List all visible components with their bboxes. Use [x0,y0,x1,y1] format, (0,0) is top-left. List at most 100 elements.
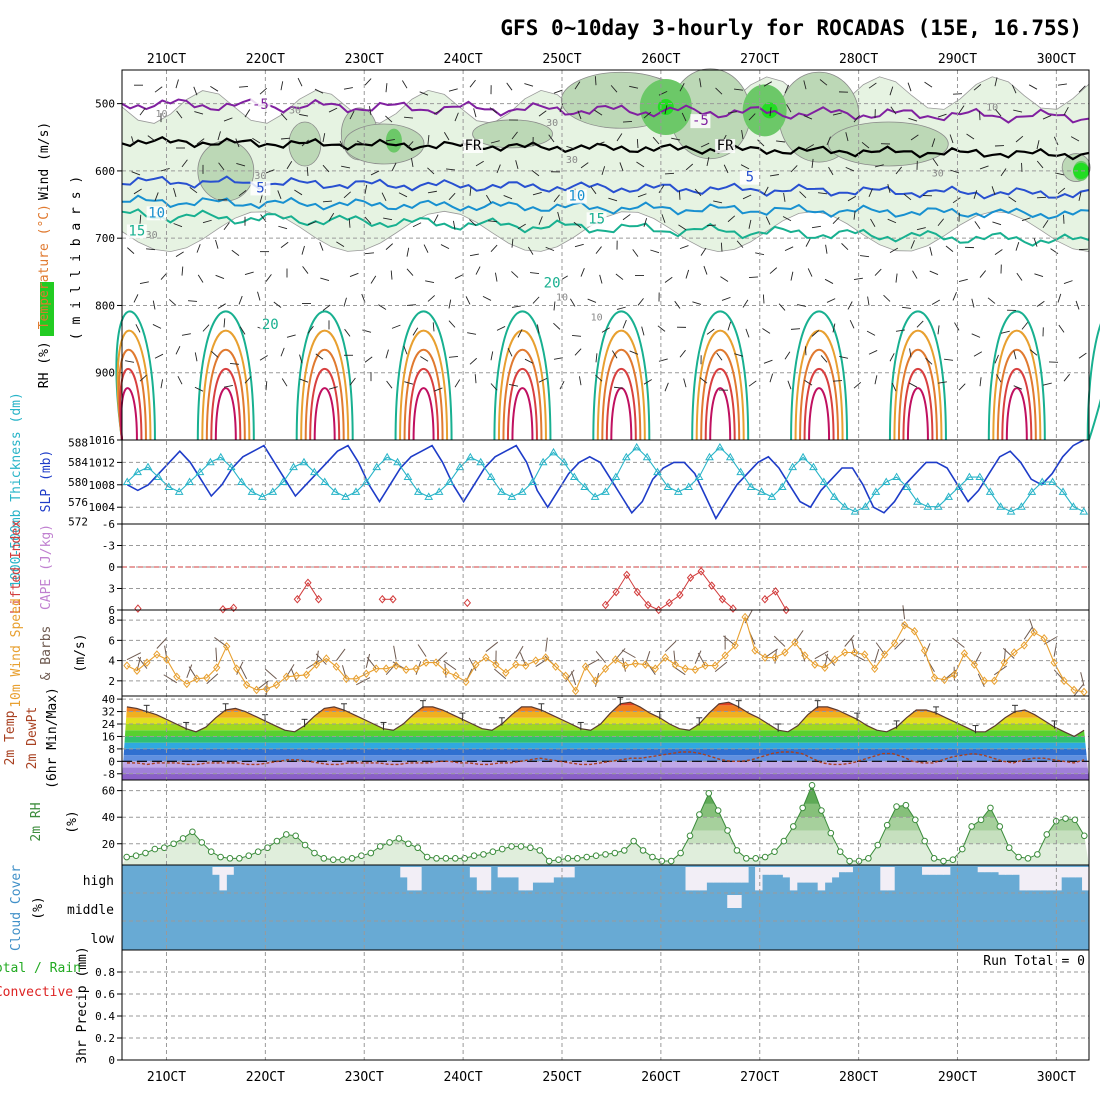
rh-point [348,855,356,862]
top-date-label: 28OCT [839,52,878,67]
wind-barb [937,325,940,335]
wind-speed-point [930,673,939,683]
wind-speed-point [721,651,729,660]
wind-barb [916,320,924,328]
thickness-point [549,447,558,456]
wind-units-label: (m/s) [73,633,88,672]
wind-barb [265,381,268,391]
rh-point [968,823,975,830]
wind-barb [490,244,498,252]
wind-barb [671,137,681,141]
top-date-label: 29OCT [938,52,977,67]
rh-point [958,845,966,853]
wind-barb [952,291,957,301]
thickness-point [965,472,974,481]
wind-speed-point [1010,648,1018,657]
cloud-cover-cell-high [532,867,540,883]
wind-speed-point [302,670,311,680]
wind-barb [339,140,345,150]
temperature-dome-contour [493,310,552,441]
wind-speed-point [522,661,530,670]
cloud-background [122,865,1089,950]
isotherm-minus5 [121,98,1090,124]
rh-label: RH (%) [37,341,52,388]
wind-barb [678,190,681,200]
wind-speed-point [472,660,480,669]
wind-barb [235,138,240,148]
wind-barb [910,134,919,141]
wind-barb [803,115,813,120]
rh-point [433,855,440,862]
wind-barb [715,87,723,95]
wind-speed-point [831,655,839,664]
wind-barb [807,268,813,277]
rh-point [358,852,365,860]
rh-point [480,851,487,858]
wind-barb [553,357,563,360]
cloud-cover-cell-high [476,867,485,891]
wind-barb [176,110,183,119]
wind-barb [139,107,146,116]
temperature-ylabel-1: 2m DewPt [25,707,40,770]
wind-barb [861,141,870,149]
rh-point [160,844,168,852]
wind-barb [994,77,998,87]
rh-point [489,848,497,856]
wind-barb [958,383,966,391]
rh-fill-band [122,830,1089,844]
wind-barb [889,353,895,362]
wind-barb [790,165,798,173]
rh-point [808,782,816,789]
cloud-cover-cell-high [1005,867,1013,875]
wind-barb [679,349,686,358]
wind-barb [494,272,498,282]
wind-speed-point [203,673,211,683]
precip-total-rain-label: Total / Rain [0,961,81,976]
wind-barb [1021,217,1031,222]
temperature-dome-contour [992,329,1042,441]
temp-color-bands [122,702,1089,780]
rh-point [1071,816,1079,824]
thickness-point [653,467,662,476]
temperature-ylabel-2: (6hr Min/Max) [45,687,60,789]
temperature-dome-contour [709,387,732,441]
wind-barb [903,193,912,201]
wind-barb [616,306,626,310]
wind-barb [391,324,401,329]
rh-point [592,852,600,860]
wind-barb [307,325,314,334]
wind-barb [723,164,729,174]
rh-point [752,855,760,862]
wind-barb [475,266,481,275]
rh-contour-label: 10 [156,109,168,120]
lifted-index-point [771,587,780,596]
rh-point [555,856,562,863]
wind-barb [193,86,198,96]
temperature-tick-label: 8 [108,743,115,756]
wind-barb [532,296,540,304]
wind-barb [446,168,456,171]
wind-speed-point [681,664,689,673]
thickness-point [996,502,1005,510]
contour-label-bg [146,206,167,221]
wind-barb [706,224,717,227]
top-date-label: 26OCT [641,52,680,67]
wind-barb [949,134,954,144]
thickness-point [299,457,309,466]
wind-barb [264,668,277,680]
cloud-cover-cell-high [984,867,993,873]
rh-point [686,832,694,840]
lifted-index-point [623,570,631,580]
rh-point [761,853,769,861]
lifted-index-line [605,570,734,611]
wind-barb [156,637,168,649]
wind-barb [139,281,149,284]
cloud-cover-cell-high [838,867,847,873]
thickness-point [1037,477,1047,485]
wind-barb [769,174,779,177]
rh-point [236,855,243,862]
wind-barb [1080,672,1085,687]
thickness-point [320,477,330,485]
wind-barb [511,131,518,140]
rh-contour-label: 30 [289,106,301,117]
